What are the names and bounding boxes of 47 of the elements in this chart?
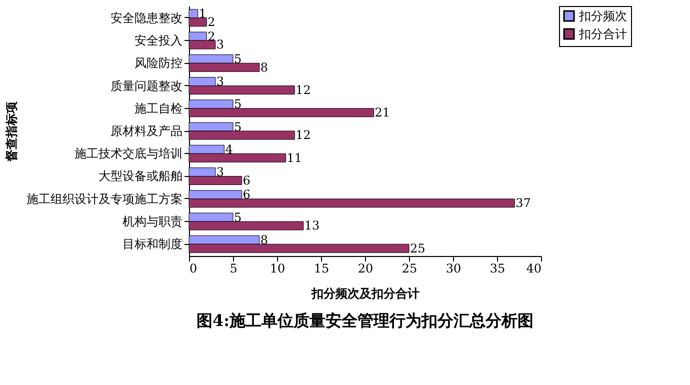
data-label: 5 [234,120,242,134]
data-label: 2 [208,29,216,44]
y-tick-label: 施工组织设计及专项施工方案 [26,192,182,206]
data-label: 12 [296,128,311,142]
y-tick-label: 原材料及产品 [110,124,182,138]
data-label: 3 [216,74,224,89]
data-label: 6 [242,188,250,202]
data-label: 4 [225,142,234,156]
data-label: 5 [234,210,242,224]
y-axis-title: 督查指标项 [4,100,18,162]
data-label: 13 [304,218,320,233]
x-tick-label: 10 [270,262,286,276]
data-label: 8 [260,60,268,74]
data-label: 3 [216,165,224,180]
y-tick-label: 施工技术交底与培训 [74,146,182,161]
data-label: 21 [374,106,390,120]
y-tick-label: 安全投入 [134,34,182,48]
y-tick-label: 质量问题整改 [110,78,182,93]
x-tick-label: 40 [526,262,542,276]
x-tick-label: 30 [446,262,462,276]
text: 图4:施工单位质量安全管理行为扣分汇总分析图 [196,311,534,330]
y-tick-label: 大型设备或船舶 [98,169,182,184]
data-label: 5 [234,97,242,112]
y-tick-label: 风险防控 [134,56,182,70]
x-tick-label: 0 [190,262,198,276]
data-label: 11 [286,150,302,165]
y-tick-label: 目标和制度 [122,237,182,252]
y-tick-label: 机构与职责 [122,214,182,228]
data-label: 1 [198,6,206,21]
data-label: 8 [260,232,268,247]
x-tick-label: 25 [402,262,418,276]
y-tick-label: 施工自检 [134,101,182,116]
data-label: 6 [242,173,250,188]
y-tick-label: 安全隐患整改 [110,10,182,25]
data-label: 3 [216,38,224,52]
x-tick-label: 15 [314,262,330,276]
data-label: 37 [516,196,531,210]
data-label: 2 [208,15,216,30]
legend-label: 扣分合计 [578,27,627,41]
x-tick-label: 20 [358,262,374,276]
x-axis-title: 扣分频次及扣分合计 [310,286,420,300]
legend-label: 扣分频次 [578,9,627,23]
x-tick-label: 35 [490,262,506,276]
data-label: 5 [234,52,242,66]
data-label: 25 [410,241,426,256]
data-label: 12 [296,82,311,97]
x-tick-label: 5 [230,262,238,276]
